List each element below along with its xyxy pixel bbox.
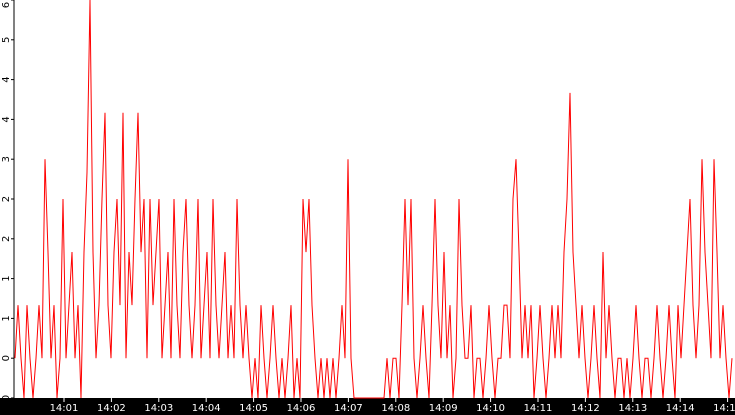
y-tick-label: 1 <box>1 275 12 281</box>
x-tick-label: 14:03 <box>144 403 173 414</box>
y-tick-label: 0 <box>1 355 12 361</box>
y-tick-label: 1 <box>1 315 12 321</box>
x-tick-label: 14:13 <box>618 403 647 414</box>
x-tick-label: 14:01 <box>50 403 79 414</box>
series-line <box>14 0 733 399</box>
y-tick-label: 4 <box>1 76 12 82</box>
x-tick-label: 14:11 <box>524 403 553 414</box>
x-tick-label: 14:10 <box>476 403 505 414</box>
x-tick-label: 14:14 <box>666 403 695 414</box>
y-tick-label: 2 <box>1 236 12 242</box>
x-tick-label: 14:09 <box>429 403 458 414</box>
x-tick-label: 14:08 <box>381 403 410 414</box>
y-tick-label: 6 <box>1 2 12 8</box>
x-tick-label: 14:06 <box>287 403 316 414</box>
y-tick-label: 3 <box>1 156 12 162</box>
x-tick-label: 14:05 <box>239 403 268 414</box>
x-axis-band <box>0 398 735 415</box>
x-tick-label: 14:12 <box>571 403 600 414</box>
y-tick-label: 0 <box>1 395 12 401</box>
x-tick-label: 14:07 <box>334 403 363 414</box>
y-tick-label: 4 <box>1 116 12 122</box>
x-tick-label: 14:15 <box>713 403 735 414</box>
x-tick-label: 14:04 <box>192 403 221 414</box>
y-tick-label: 5 <box>1 37 12 43</box>
y-tick-label: 2 <box>1 196 12 202</box>
x-tick-label: 14:02 <box>97 403 126 414</box>
